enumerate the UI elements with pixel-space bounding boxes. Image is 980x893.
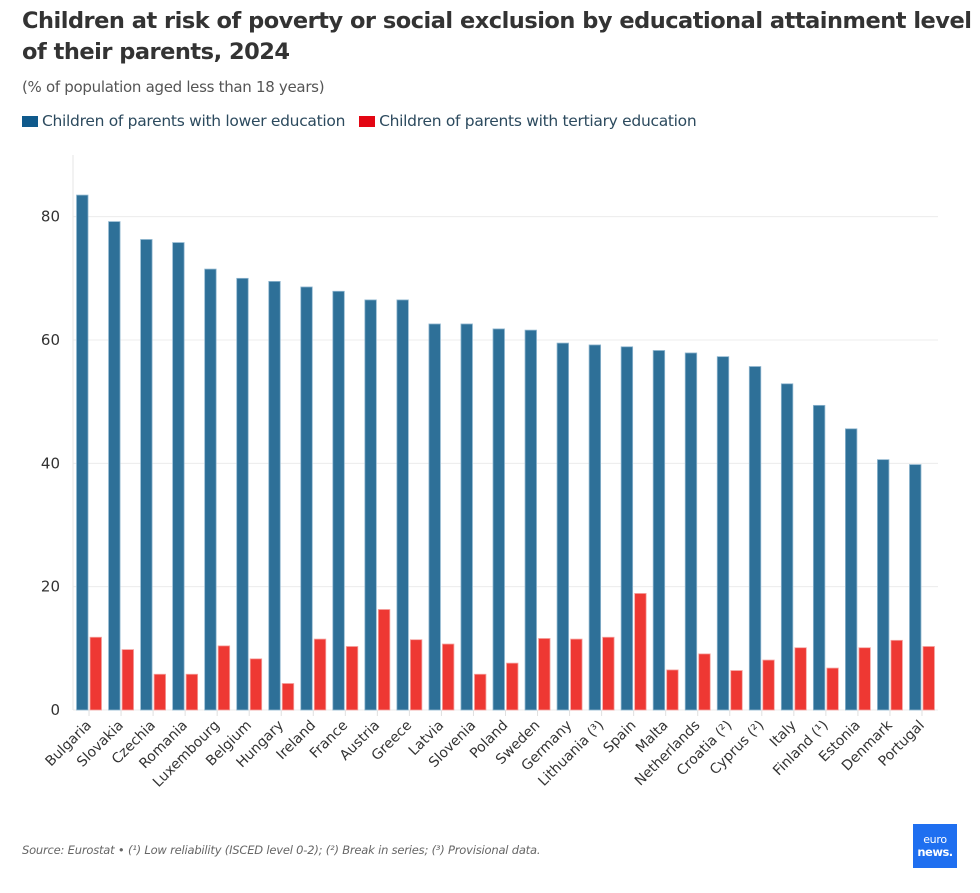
bar-lower-education-14[interactable] [524, 329, 537, 711]
bar-lower-education-11[interactable] [428, 323, 441, 711]
bar-tertiary-education-21[interactable] [762, 659, 775, 711]
bar-lower-education-2[interactable] [140, 239, 153, 711]
bar-lower-education-24[interactable] [845, 428, 858, 711]
bar-tertiary-education-3[interactable] [185, 673, 199, 711]
bar-tertiary-education-10[interactable] [409, 639, 423, 711]
x-tick-label: Spain [600, 718, 639, 757]
bar-lower-education-1[interactable] [108, 221, 121, 711]
bar-tertiary-education-24[interactable] [858, 647, 871, 711]
y-tick-label: 20 [41, 578, 60, 596]
bar-lower-education-19[interactable] [684, 352, 698, 711]
legend-item-tertiary-education[interactable]: Children of parents with tertiary educat… [359, 112, 697, 130]
bar-tertiary-education-20[interactable] [730, 670, 743, 711]
bar-lower-education-21[interactable] [748, 366, 762, 711]
bar-tertiary-education-1[interactable] [121, 649, 134, 711]
source-note: Source: Eurostat • (¹) Low reliability (… [22, 843, 541, 857]
bar-lower-education-4[interactable] [204, 268, 217, 711]
bar-tertiary-education-7[interactable] [313, 638, 327, 711]
legend-item-lower-education[interactable]: Children of parents with lower education [22, 112, 345, 130]
bar-tertiary-education-26[interactable] [922, 646, 935, 711]
bar-tertiary-education-9[interactable] [377, 609, 391, 711]
bar-tertiary-education-0[interactable] [89, 636, 102, 711]
bar-tertiary-education-4[interactable] [217, 645, 231, 711]
bar-lower-education-8[interactable] [332, 290, 345, 711]
bar-lower-education-13[interactable] [492, 328, 505, 711]
chart-title: Children at risk of poverty or social ex… [22, 8, 972, 65]
y-tick-label: 60 [41, 331, 60, 349]
bar-lower-education-12[interactable] [460, 323, 473, 711]
gridlines [73, 216, 938, 711]
legend-label-tertiary-education: Children of parents with tertiary educat… [379, 112, 697, 130]
x-axis-ticks: BulgariaSlovakiaCzechiaRomaniaLuxembourg… [42, 710, 928, 791]
bar-tertiary-education-23[interactable] [826, 667, 839, 711]
y-tick-label: 80 [41, 208, 60, 226]
bar-lower-education-22[interactable] [780, 383, 794, 711]
legend-label-lower-education: Children of parents with lower education [42, 112, 346, 130]
bar-lower-education-15[interactable] [556, 342, 569, 711]
bar-tertiary-education-13[interactable] [506, 662, 519, 711]
bar-lower-education-17[interactable] [620, 346, 634, 711]
bar-lower-education-20[interactable] [716, 356, 730, 711]
bar-tertiary-education-19[interactable] [698, 653, 711, 711]
bar-tertiary-education-2[interactable] [153, 673, 166, 711]
bars [76, 194, 935, 711]
bar-lower-education-5[interactable] [236, 277, 249, 711]
bar-tertiary-education-14[interactable] [538, 638, 551, 711]
bar-tertiary-education-5[interactable] [249, 658, 263, 711]
bar-lower-education-7[interactable] [300, 286, 313, 711]
bar-lower-education-10[interactable] [396, 299, 409, 711]
bar-tertiary-education-16[interactable] [602, 636, 615, 711]
bar-tertiary-education-17[interactable] [634, 593, 647, 711]
legend-swatch-lower-education [22, 115, 38, 127]
bar-tertiary-education-8[interactable] [345, 646, 359, 711]
bar-tertiary-education-6[interactable] [281, 683, 295, 711]
euronews-logo[interactable]: euro news. [913, 824, 957, 868]
logo-text-euro: euro [923, 833, 947, 846]
bar-lower-education-16[interactable] [588, 344, 602, 711]
bar-tertiary-education-15[interactable] [570, 638, 583, 711]
bar-tertiary-education-22[interactable] [794, 647, 807, 711]
logo-text-news: news. [917, 845, 953, 859]
bar-lower-education-6[interactable] [268, 281, 281, 711]
bar-lower-education-18[interactable] [652, 350, 666, 711]
bar-tertiary-education-18[interactable] [666, 669, 679, 711]
bar-lower-education-0[interactable] [76, 194, 89, 711]
legend-swatch-tertiary-education [359, 115, 376, 127]
chart-subtitle: (% of population aged less than 18 years… [22, 78, 325, 96]
bar-lower-education-23[interactable] [812, 404, 826, 711]
y-tick-label: 0 [50, 701, 60, 719]
y-tick-label: 40 [41, 454, 60, 472]
legend: Children of parents with lower education… [22, 112, 710, 130]
bar-tertiary-education-25[interactable] [890, 639, 903, 711]
bar-tertiary-education-12[interactable] [474, 673, 487, 711]
y-axis-ticks: 0 20 40 60 80 [41, 208, 60, 719]
bar-lower-education-25[interactable] [877, 459, 890, 711]
bar-lower-education-26[interactable] [909, 464, 922, 711]
bar-lower-education-9[interactable] [364, 299, 377, 711]
bar-lower-education-3[interactable] [172, 242, 185, 711]
bar-tertiary-education-11[interactable] [442, 643, 455, 711]
